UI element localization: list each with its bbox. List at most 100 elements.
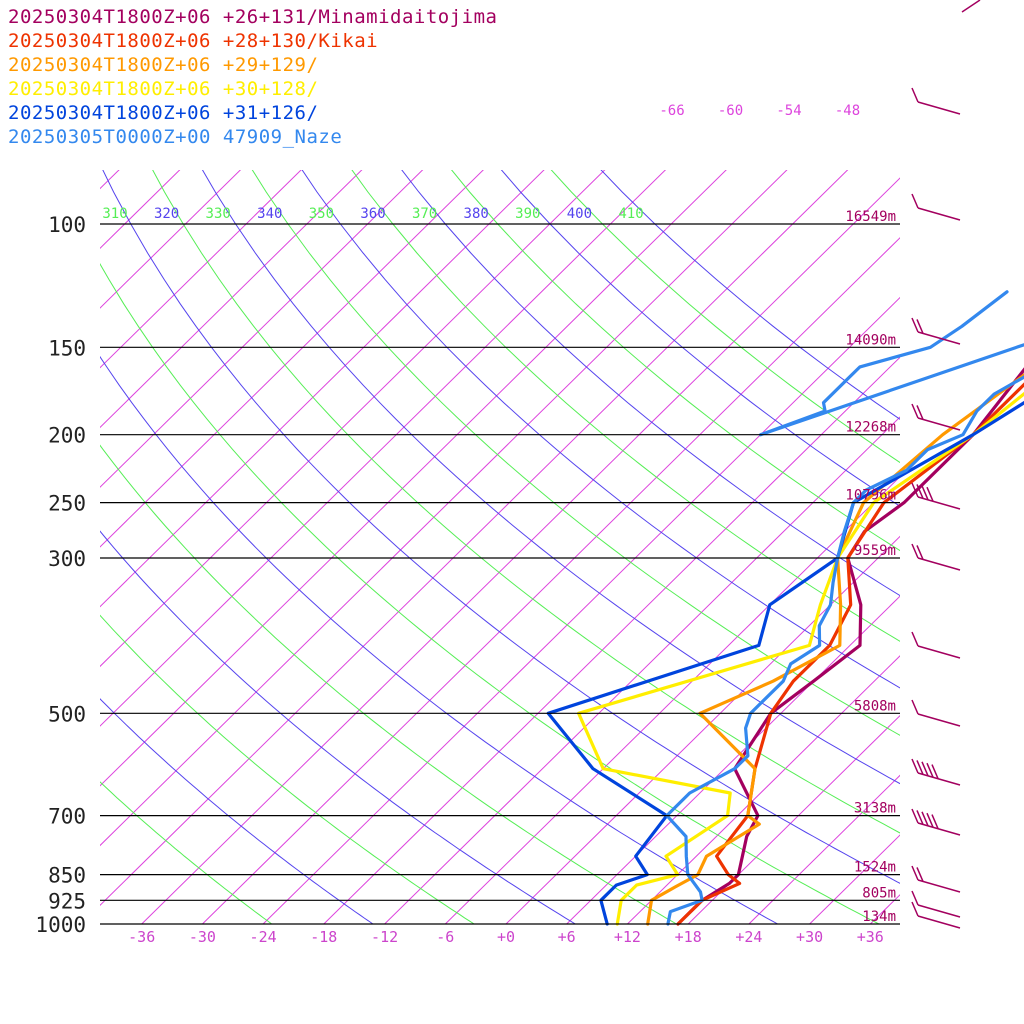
temperature-tick-label: -18 [310, 928, 337, 946]
theta-label: 330 [206, 206, 231, 222]
wind-barb [911, 865, 961, 893]
wind-barb-staff [917, 645, 961, 659]
pressure-label: 100 [48, 213, 86, 237]
wind-barb-feather [911, 865, 919, 881]
wind-barb-feather [911, 87, 919, 103]
isotherm-line [627, 655, 900, 925]
pressure-label: 150 [48, 336, 86, 360]
dry-adiabat-line [401, 170, 900, 597]
dry-adiabat-line [500, 170, 900, 507]
height-label: 5808m [854, 698, 896, 714]
pressure-label: 250 [48, 492, 86, 516]
dry-adiabat-line [102, 170, 900, 884]
temperature-tick-label: -12 [371, 928, 398, 946]
isotherm-line [384, 416, 900, 925]
wind-barb-staff [917, 772, 961, 786]
isotherm-line [992, 69, 1024, 924]
theta-label: 340 [257, 206, 282, 222]
wind-barb-feather [911, 808, 919, 824]
wind-barb [911, 403, 961, 431]
isotherm-line [100, 170, 484, 548]
height-label: 16549m [845, 209, 896, 225]
wind-barb-feather [921, 485, 929, 501]
isotherm-line [100, 170, 242, 309]
height-label: 14090m [845, 332, 896, 348]
isotherm-line [323, 356, 900, 925]
wind-barb-staff [917, 417, 961, 431]
legend-entry: 20250304T1800Z+06 +28+130/Kikai [8, 30, 379, 52]
sounding-line [576, 391, 1024, 926]
sounding-traces [546, 290, 1024, 926]
wind-barb-feather [931, 814, 939, 829]
pressure-label: 925 [48, 889, 86, 913]
wind-barb-feather [926, 486, 934, 502]
legend-entry: 20250304T1800Z+06 +29+129/ [8, 54, 319, 76]
theta-label: 350 [309, 206, 334, 222]
temperature-tick-label: +36 [857, 928, 884, 946]
dry-adiabat-line [100, 614, 475, 925]
pressure-label: 1000 [35, 913, 86, 937]
temperature-tick-label: -6 [436, 928, 454, 946]
pressure-label: 850 [48, 864, 86, 888]
isotherm-line [687, 714, 900, 925]
pressure-label: 700 [48, 805, 86, 829]
theta-label: 360 [360, 206, 385, 222]
legend-entry: 20250304T1800Z+06 +31+126/ [8, 102, 319, 124]
wind-barb-feather [911, 193, 919, 209]
dry-adiabat-line [351, 170, 900, 642]
wind-barb-staff [917, 496, 961, 510]
wind-barb-staff [917, 713, 961, 727]
dry-adiabats [100, 170, 900, 925]
wind-barb-feather [921, 761, 929, 777]
wind-barb-staff [917, 915, 961, 929]
theta-label: 390 [515, 206, 540, 222]
isotherm-line [100, 170, 788, 847]
height-label: 3138m [854, 801, 896, 817]
wind-barb-staff [961, 0, 981, 13]
wind-barb [911, 631, 961, 659]
wind-barb-feather [916, 319, 924, 334]
isotherm-line [141, 177, 900, 925]
dry-adiabat-line [100, 444, 677, 925]
dry-adiabat-line [550, 170, 900, 464]
isotherm-line [0, 69, 40, 924]
sounding-line [546, 400, 1024, 926]
wind-barb-staff [917, 207, 961, 221]
isotherms [0, 69, 1024, 925]
wind-barb-feather [916, 760, 924, 775]
theta-label: 370 [412, 206, 437, 222]
wind-barb-feather [916, 867, 924, 882]
temperature-tick-label: +30 [796, 928, 823, 946]
wind-barb-feather [911, 543, 919, 559]
isotherm-line [100, 170, 727, 787]
wind-barb [911, 543, 961, 571]
legend-entry: 20250305T0000Z+00 47909_Naze [8, 126, 343, 148]
legend: 20250304T1800Z+06 +26+131/Minamidaitojim… [8, 5, 498, 149]
wind-barb [911, 901, 961, 929]
pressure-label: 200 [48, 424, 86, 448]
wind-barb-feather [916, 810, 924, 825]
wind-barb-feather [911, 403, 919, 419]
wind-barb [911, 87, 961, 115]
wind-barb-staff [917, 557, 961, 571]
isotherm-line [100, 170, 302, 369]
wind-barb-staff [917, 331, 961, 345]
dry-adiabat-line [251, 170, 900, 736]
wind-barb [911, 482, 961, 510]
dry-adiabat-line [451, 170, 900, 552]
temperature-tick-label: +0 [497, 928, 515, 946]
wind-barb [911, 758, 961, 786]
wind-barb [911, 699, 961, 727]
wind-barb-feather [911, 317, 919, 333]
wind-barbs [911, 0, 981, 929]
isotherm-line [931, 69, 1024, 924]
dry-adiabat-line [201, 170, 900, 785]
temperature-tick-label: +6 [558, 928, 576, 946]
isotherm-label: -60 [718, 103, 743, 119]
temperature-tick-label: +12 [614, 928, 641, 946]
theta-label: 380 [464, 206, 489, 222]
wind-barb [911, 317, 961, 345]
sounding-line [676, 367, 1024, 926]
isotherm-line [505, 535, 900, 925]
